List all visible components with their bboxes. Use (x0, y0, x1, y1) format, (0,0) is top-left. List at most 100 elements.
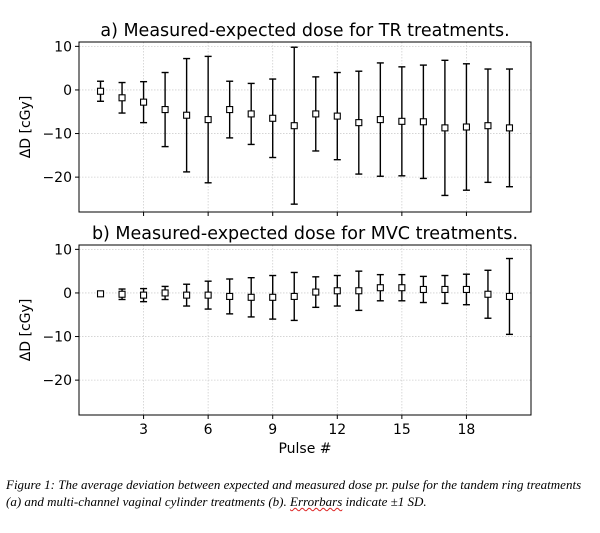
panel-a-errorbar (419, 64, 427, 180)
panel-a-data-point (269, 114, 277, 122)
panel-b-ylabel: ΔD [cGy] (18, 299, 34, 362)
panel-b-data-point (355, 287, 363, 295)
panel-b-xtick-label: 12 (328, 422, 346, 438)
panel-b-errorbar (247, 276, 255, 318)
panel-a-ytick-label: −10 (42, 127, 72, 143)
panel-a-data-point (398, 117, 406, 125)
figure-caption: Figure 1: The average deviation between … (6, 476, 594, 510)
panel-a-data-point (247, 110, 255, 118)
panel-b-data-point (247, 293, 255, 301)
figure: 10 0 −10 −20 a) Measured-expected dose for T… (18, 21, 532, 457)
panel-a-data-point (376, 116, 384, 124)
panel-a-errorbar (505, 68, 514, 188)
panel-b-errorbar (118, 288, 126, 301)
panel-a-errorbar (140, 80, 148, 124)
panel-b-xtick-label: 18 (458, 422, 476, 438)
panel-b-errorbar (462, 273, 470, 306)
panel-a-data-point (204, 116, 212, 124)
panel-b-errorbar (441, 274, 449, 305)
panel-a-data-point (290, 122, 298, 130)
panel-b-data-point (484, 290, 492, 298)
panel-b-data-point (269, 293, 277, 301)
panel-b-title: b) Measured-expected dose for MVC treatm… (92, 224, 518, 244)
panel-b-errorbar (312, 276, 320, 309)
panel-b: 10 0 −10 −20 3 6 9 12 15 18 b) Measured-expected d… (18, 224, 532, 457)
panel-b-xtick-label: 15 (393, 422, 411, 438)
panel-b-errorbar (484, 269, 492, 319)
panel-b-errorbar (376, 273, 384, 302)
panel-a-data-point (355, 119, 363, 127)
caption-text-start: Figure 1: The average deviation between … (6, 477, 582, 509)
panel-a-data-point (312, 110, 320, 118)
panel-a-errorbar (118, 81, 126, 114)
panel-b-data-point (505, 292, 514, 300)
panel-b-data-point (140, 291, 148, 299)
panel-a-data-point (140, 98, 148, 106)
panel-a-data-point (462, 123, 470, 131)
panel-a-ylabel: ΔD [cGy] (18, 96, 34, 159)
panel-b-data-point (441, 285, 449, 294)
panel-a-data-point (118, 94, 126, 102)
panel-b-errorbar (96, 290, 105, 298)
panel-b-data-point (312, 288, 320, 296)
panel-b-data-point (204, 291, 212, 299)
panel-a-ytick-label: 0 (63, 83, 72, 99)
panel-a-errorbar (183, 57, 191, 173)
panel-b-data-point (161, 289, 169, 297)
panel-b-data-point (226, 292, 234, 300)
panel-b-errorbar (398, 273, 406, 302)
panel-b-errorbar (290, 271, 298, 322)
panel-b-errorbar (333, 274, 341, 307)
panel-a-errorbar (376, 62, 384, 177)
panel-a-data-point (96, 87, 105, 95)
panel-a-data-point (161, 106, 169, 114)
panel-b-xtick-label: 9 (268, 422, 277, 438)
panel-b-errorbar (226, 278, 234, 315)
panel-b-data-point (183, 291, 191, 299)
caption-errorbars-word: Errorbars (290, 494, 343, 509)
panel-b-xlabel: Pulse # (278, 441, 331, 457)
panel-a-data-point (441, 124, 449, 132)
panel-b-data-point (376, 284, 384, 292)
panel-b-errorbar (204, 280, 212, 310)
panel-a-errorbar (269, 78, 277, 159)
panel-b-data-point (118, 290, 126, 298)
panel-a-errorbar (333, 71, 341, 161)
panel-b-xtick-label: 6 (204, 422, 213, 438)
panel-a-errorbar (161, 71, 169, 148)
panel-b-ytick-label: −10 (42, 330, 72, 346)
panel-b-data-point (462, 285, 470, 294)
panel-a-ytick-label: −20 (42, 170, 72, 186)
panel-a-data-point (183, 111, 191, 119)
panel-a: 10 0 −10 −20 a) Measured-expected dose for T… (18, 21, 532, 216)
panel-a-errorbar (484, 68, 492, 184)
panel-b-errorbar (269, 274, 277, 320)
panel-b-errorbar (140, 287, 148, 303)
panel-a-title: a) Measured-expected dose for TR treatme… (100, 21, 509, 41)
caption-text-end: indicate ±1 SD. (342, 494, 427, 509)
panel-a-errorbar (226, 80, 234, 139)
panel-b-errorbar (419, 275, 427, 304)
panel-a-errorbar (204, 55, 212, 184)
panel-a-errorbar (398, 66, 406, 177)
panel-a-data-point (226, 106, 234, 114)
panel-b-xtick-label: 3 (139, 422, 148, 438)
panel-b-ytick-label: 10 (54, 242, 72, 258)
panel-b-data-point (96, 290, 105, 298)
panel-b-ytick-label: −20 (42, 373, 72, 389)
panel-a-data-point (419, 118, 427, 126)
panel-a-data-point (333, 112, 341, 120)
panel-a-errorbar (355, 70, 363, 175)
panel-b-errorbar (505, 257, 514, 336)
panel-b-errorbar (161, 285, 169, 301)
panel-a-errorbar (96, 80, 105, 102)
panel-b-ytick-label: 0 (63, 286, 72, 302)
panel-a-data-point (484, 122, 492, 130)
panel-a-ytick-label: 10 (54, 39, 72, 55)
panel-b-data-point (290, 292, 298, 300)
panel-a-errorbar (247, 82, 255, 146)
panel-a-axes-frame (78, 41, 532, 213)
panel-b-data-point (333, 287, 341, 295)
panel-b-errorbar (355, 270, 363, 312)
panel-a-errorbar (441, 59, 449, 197)
